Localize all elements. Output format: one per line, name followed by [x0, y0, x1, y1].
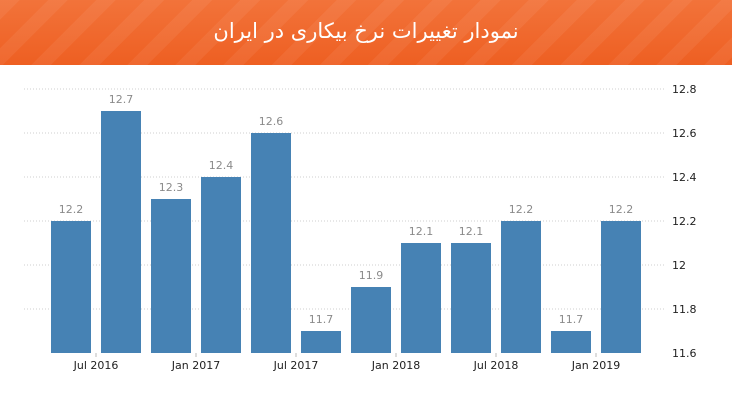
bar — [601, 221, 641, 353]
value-label: 12.1 — [409, 225, 434, 238]
bar — [351, 287, 391, 353]
y-tick-label: 12.6 — [672, 127, 697, 140]
value-label: 12.2 — [609, 203, 634, 216]
chart-title: نمودار تغییرات نرخ بیکاری در ایران — [213, 19, 519, 43]
bar — [151, 199, 191, 353]
bar — [501, 221, 541, 353]
value-label: 12.2 — [59, 203, 84, 216]
bar — [551, 331, 591, 353]
y-tick-label: 12.4 — [672, 171, 697, 184]
banner-pattern — [0, 0, 732, 65]
x-tick-label: Jul 2018 — [473, 359, 519, 372]
bar — [51, 221, 91, 353]
x-axis: Jul 2016 Jan 2017 Jul 2017 Jan 2018 Jul 2018… — [73, 353, 620, 372]
value-label: 11.7 — [559, 313, 584, 326]
bar — [401, 243, 441, 353]
bars — [51, 111, 641, 353]
bar — [301, 331, 341, 353]
x-tick-label: Jan 2018 — [371, 359, 420, 372]
y-axis: 11.6 11.8 12 12.2 12.4 12.6 12.8 — [672, 83, 697, 360]
value-label: 12.4 — [209, 159, 234, 172]
bar — [101, 111, 141, 353]
y-tick-label: 12 — [672, 259, 686, 272]
bar — [251, 133, 291, 353]
x-tick-label: Jan 2019 — [571, 359, 620, 372]
value-label: 12.7 — [109, 93, 134, 106]
y-tick-label: 12.2 — [672, 215, 697, 228]
value-label: 12.2 — [509, 203, 534, 216]
value-label: 11.9 — [359, 269, 384, 282]
value-label: 12.3 — [159, 181, 184, 194]
x-tick-label: Jul 2016 — [73, 359, 119, 372]
value-label: 12.1 — [459, 225, 484, 238]
bar — [451, 243, 491, 353]
x-tick-label: Jan 2017 — [171, 359, 220, 372]
x-tick-label: Jul 2017 — [273, 359, 319, 372]
value-label: 12.6 — [259, 115, 284, 128]
bar — [201, 177, 241, 353]
y-tick-label: 11.8 — [672, 303, 697, 316]
title-banner: نمودار تغییرات نرخ بیکاری در ایران — [0, 0, 732, 65]
y-tick-label: 11.6 — [672, 347, 697, 360]
value-labels: 12.2 12.7 12.3 12.4 12.6 11.7 11.9 12.1 12.1 12.2… — [59, 93, 634, 326]
y-tick-label: 12.8 — [672, 83, 697, 96]
value-label: 11.7 — [309, 313, 334, 326]
